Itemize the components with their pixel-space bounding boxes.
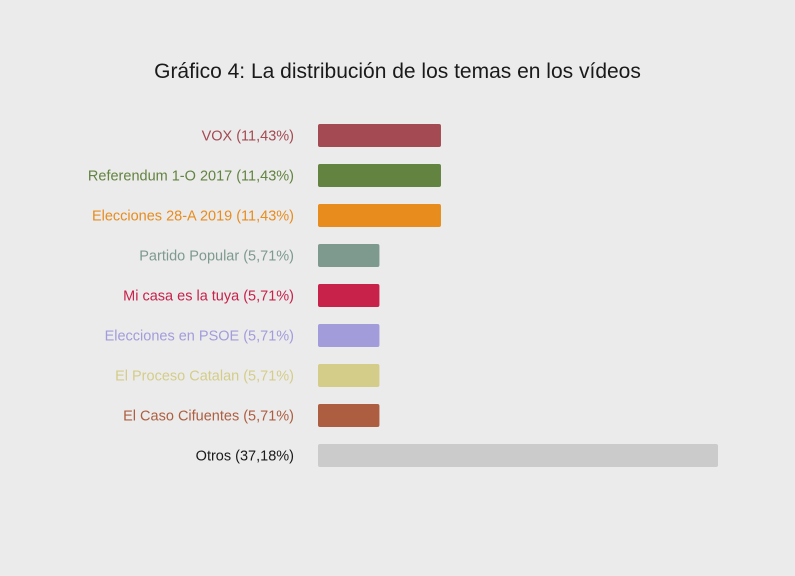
bar <box>318 364 380 387</box>
bar <box>318 284 380 307</box>
bar <box>318 124 441 147</box>
category-label: VOX (11,43%) <box>202 129 294 145</box>
category-label: Elecciones en PSOE (5,71%) <box>105 329 294 345</box>
bar <box>318 204 441 227</box>
category-label: Mi casa es la tuya (5,71%) <box>123 289 294 305</box>
category-label: El Caso Cifuentes (5,71%) <box>123 409 294 425</box>
category-label: Otros (37,18%) <box>196 449 294 465</box>
chart-title: Gráfico 4: La distribución de los temas … <box>154 60 641 83</box>
category-label: Elecciones 28-A 2019 (11,43%) <box>92 209 294 225</box>
bar <box>318 244 380 267</box>
bar <box>318 404 380 427</box>
bar <box>318 164 441 187</box>
category-label: Partido Popular (5,71%) <box>139 249 294 265</box>
category-label: El Proceso Catalan (5,71%) <box>115 369 294 385</box>
category-label: Referendum 1-O 2017 (11,43%) <box>88 169 294 185</box>
bar <box>318 324 380 347</box>
bar <box>318 444 718 467</box>
